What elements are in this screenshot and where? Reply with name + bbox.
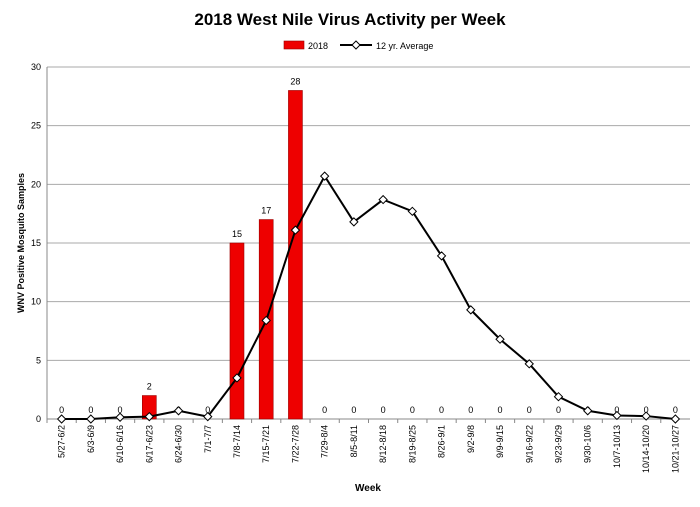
x-tick-label: 9/2-9/8 — [466, 425, 476, 453]
y-tick-label: 10 — [31, 297, 41, 307]
x-tick-label: 10/14-10/20 — [641, 425, 651, 473]
average-point — [203, 411, 213, 422]
bar-data-label: 0 — [59, 405, 64, 415]
legend-label-2018: 2018 — [308, 41, 328, 51]
average-point — [319, 171, 330, 181]
bar-data-label: 0 — [410, 405, 415, 415]
bar-2018 — [288, 90, 303, 420]
bar-data-label: 0 — [88, 405, 93, 415]
bar-data-label: 0 — [644, 405, 649, 415]
bar-data-label: 0 — [556, 405, 561, 415]
x-tick-label: 6/17-6/23 — [144, 425, 154, 463]
x-tick-label: 5/27-6/2 — [57, 425, 67, 458]
average-point — [582, 406, 593, 416]
average-point — [349, 217, 359, 227]
bar-data-label: 0 — [439, 405, 444, 415]
x-tick-label: 8/12-8/18 — [378, 425, 388, 463]
average-point — [670, 414, 681, 424]
x-tick-label: 9/9-9/15 — [495, 425, 505, 458]
y-axis-label: WNV Positive Mosquito Samples — [16, 173, 26, 313]
bar-2018 — [229, 242, 245, 420]
average-point — [524, 359, 534, 369]
x-tick-label: 7/1-7/7 — [203, 425, 213, 453]
bar-data-label: 0 — [468, 405, 473, 415]
average-point — [553, 391, 564, 402]
y-tick-label: 5 — [36, 355, 41, 365]
bar-data-label: 2 — [147, 382, 152, 392]
average-point — [466, 305, 476, 315]
x-tick-label: 9/16-9/22 — [524, 425, 534, 463]
x-tick-label: 9/30-10/6 — [583, 425, 593, 463]
bar-data-label: 0 — [381, 405, 386, 415]
x-tick-label: 8/5-8/11 — [349, 425, 359, 457]
x-tick-label: 9/23-9/29 — [553, 425, 563, 463]
average-point — [641, 411, 651, 421]
bar-data-label: 0 — [498, 405, 503, 415]
y-tick-label: 0 — [36, 414, 41, 424]
average-point — [261, 315, 271, 326]
average-point — [495, 334, 505, 344]
x-tick-label: 6/3-6/9 — [86, 425, 96, 453]
x-tick-label: 7/22-7/28 — [290, 425, 300, 463]
bar-data-label: 0 — [527, 405, 532, 415]
average-point — [115, 412, 125, 422]
bar-data-label: 0 — [205, 405, 210, 415]
chart-title: 2018 West Nile Virus Activity per Week — [194, 10, 506, 29]
average-point — [144, 411, 155, 422]
legend-diamond-icon — [351, 40, 361, 50]
bar-data-label: 0 — [351, 405, 356, 415]
x-tick-label: 10/21-10/27 — [670, 425, 680, 473]
x-tick-label: 7/29-8/4 — [320, 425, 330, 458]
y-tick-label: 30 — [31, 62, 41, 72]
bar-data-label: 0 — [322, 405, 327, 415]
y-tick-label: 20 — [31, 179, 41, 189]
x-tick-label: 7/15-7/21 — [261, 425, 271, 463]
x-tick-label: 10/7-10/13 — [612, 425, 622, 468]
x-tick-label: 6/24-6/30 — [174, 425, 184, 463]
x-tick-label: 7/8-7/14 — [232, 425, 242, 458]
average-point — [612, 410, 622, 421]
average-point — [436, 251, 447, 261]
x-tick-label: 6/10-6/16 — [115, 425, 125, 463]
bar-data-label: 0 — [614, 405, 619, 415]
x-tick-label: 8/19-8/25 — [407, 425, 417, 463]
average-line — [61, 174, 676, 420]
bar-data-label: 17 — [261, 206, 271, 216]
legend-label-average: 12 yr. Average — [376, 41, 433, 51]
y-tick-label: 25 — [31, 121, 41, 131]
bar-data-label: 15 — [232, 229, 242, 239]
average-point — [232, 373, 242, 383]
average-point — [290, 225, 301, 235]
x-tick-label: 8/26-9/1 — [437, 425, 447, 458]
legend-bar-swatch — [283, 40, 305, 50]
average-point — [378, 194, 388, 205]
bar-data-label: 0 — [118, 405, 123, 415]
average-point — [407, 206, 418, 217]
average-point — [56, 414, 67, 424]
x-axis-label: Week — [355, 483, 381, 494]
bar-data-label: 0 — [673, 405, 678, 415]
average-point — [173, 406, 184, 416]
y-tick-label: 15 — [31, 238, 41, 248]
legend: 2018 12 yr. Average — [283, 40, 433, 51]
average-point — [86, 414, 96, 424]
bar-data-label: 28 — [290, 76, 300, 86]
